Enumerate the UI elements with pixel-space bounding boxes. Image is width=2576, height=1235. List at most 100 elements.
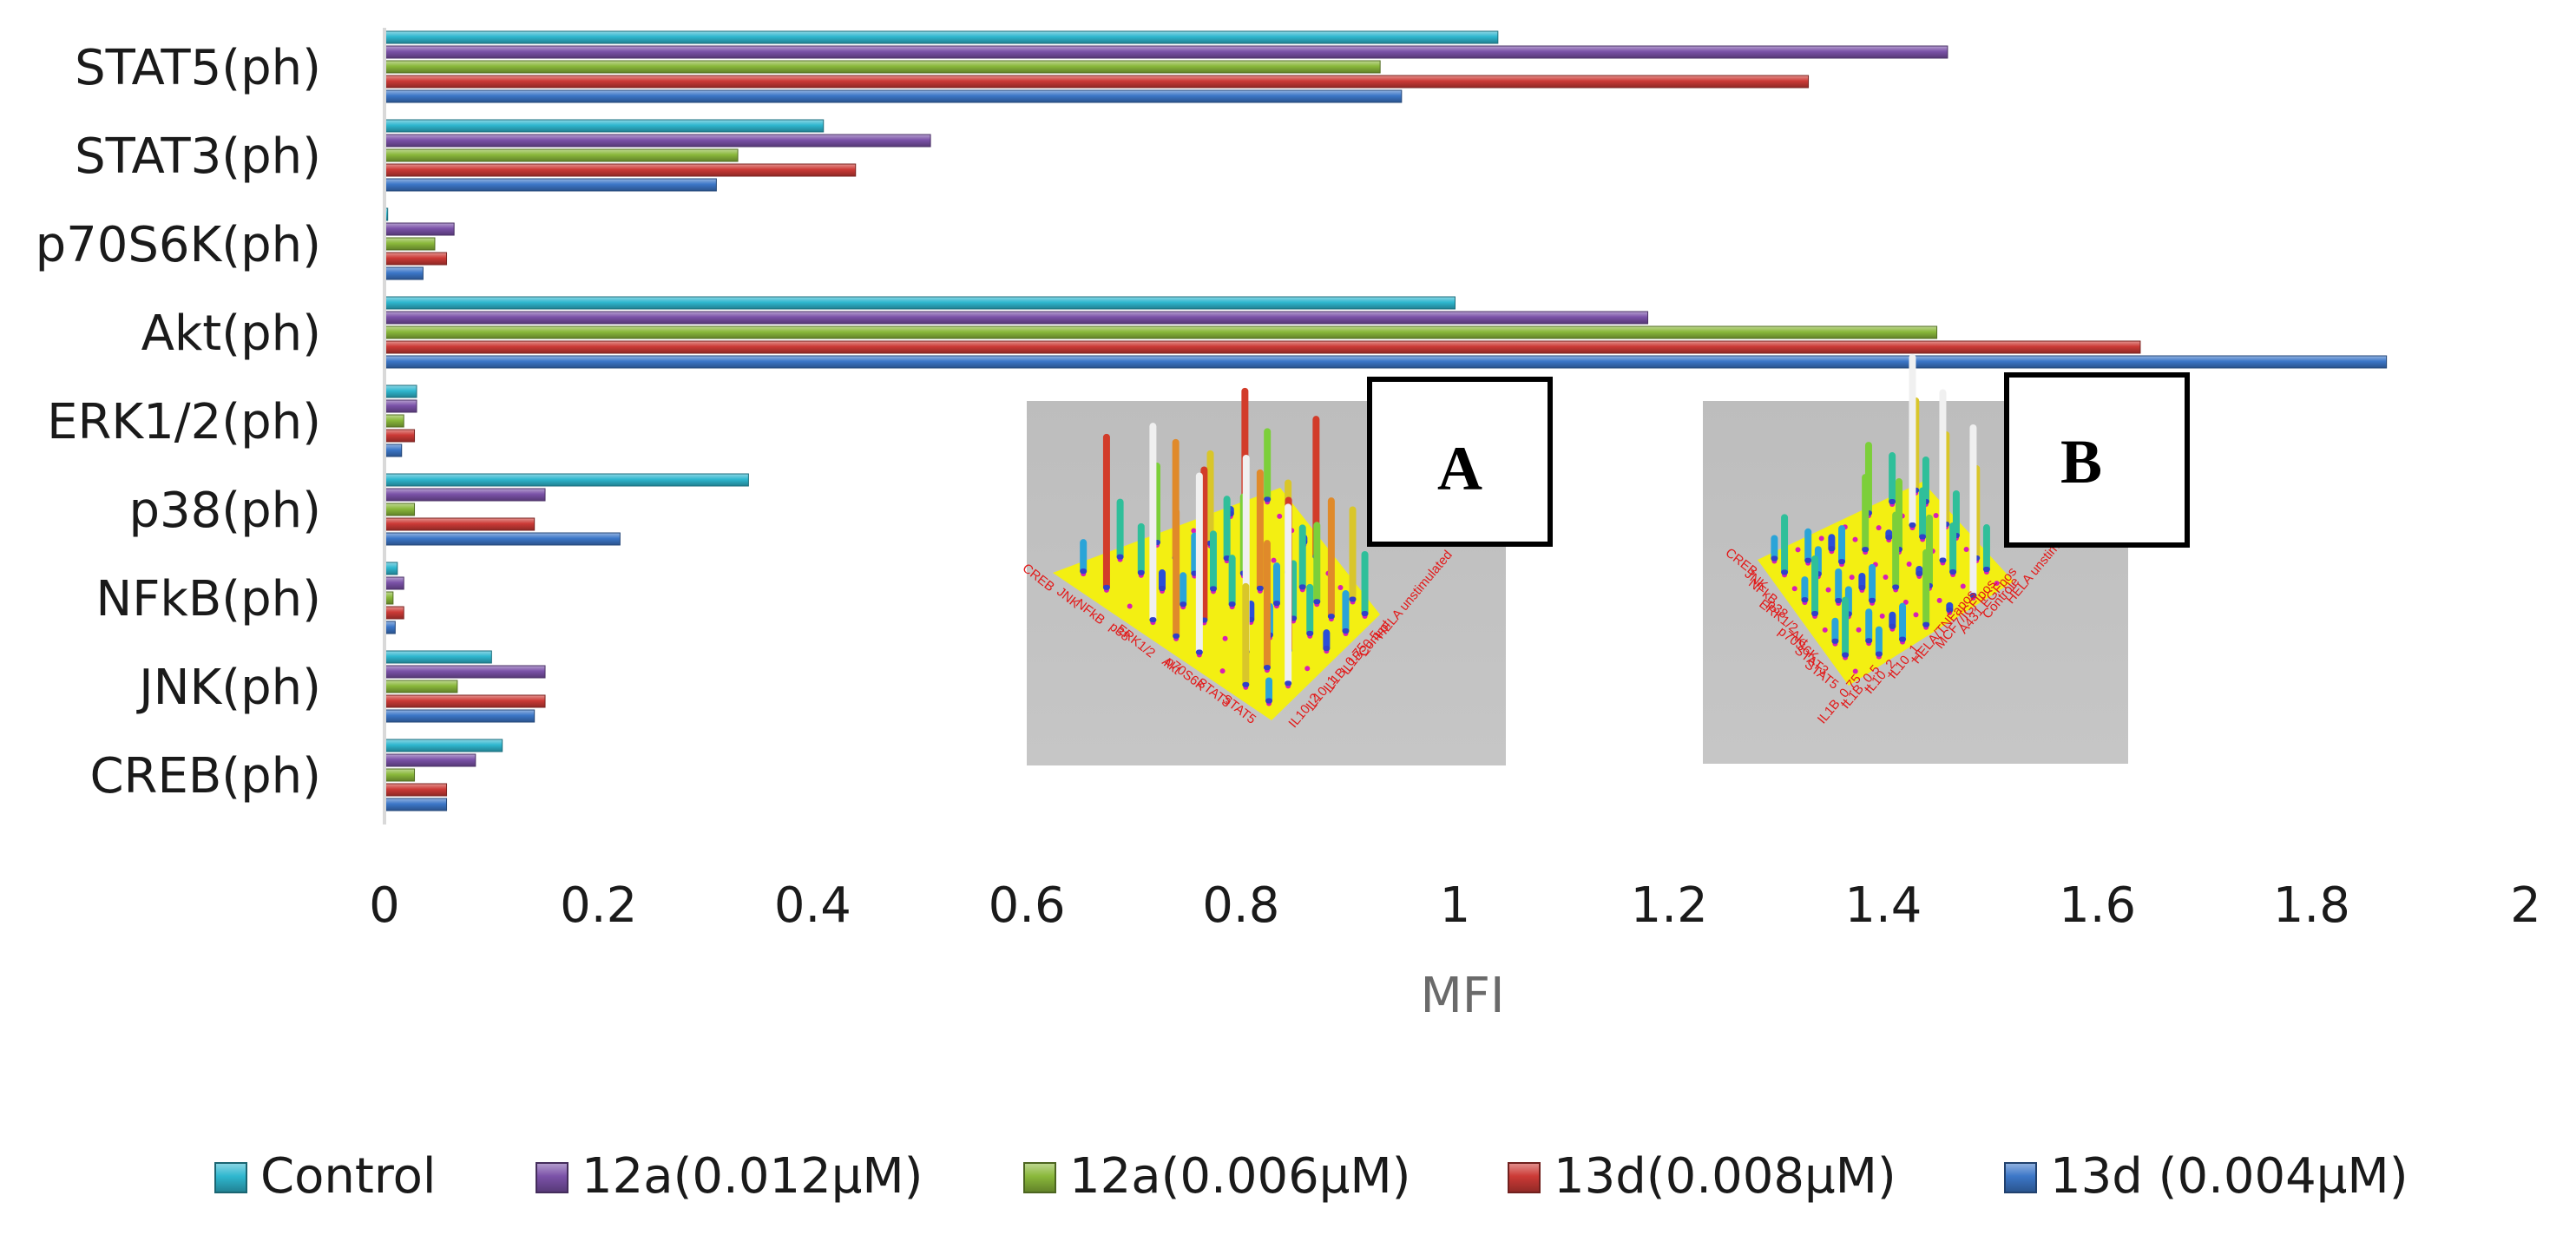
- bar-p38-ph-13d-0-004-m: [384, 532, 621, 546]
- inset-a-spike-base: [1080, 568, 1088, 575]
- category-label-p38-ph: p38(ph): [128, 483, 321, 539]
- inset-b-dot: [1883, 575, 1889, 580]
- inset-a-spike-base: [1149, 617, 1157, 623]
- inset-b-spike-base: [1922, 621, 1930, 627]
- bar-stat3-ph-13d-0-004-m: [384, 178, 717, 192]
- inset-a-dot: [1222, 635, 1228, 641]
- bar-jnk-ph-13d-0-004-m: [384, 709, 536, 723]
- bar-creb-ph-12a-0-012-m: [384, 753, 476, 767]
- category-label-nfkb-ph: NFkB(ph): [95, 571, 321, 627]
- inset-a-spike-base: [1361, 610, 1369, 616]
- inset-a-spike-base: [1323, 646, 1331, 652]
- inset-b-spike: [1838, 525, 1846, 565]
- category-label-akt-ph: Akt(ph): [141, 305, 321, 362]
- inset-a-dot: [1277, 513, 1283, 519]
- x-axis-ticks: 0 0.2 0.4 0.6 0.8 1 1.2 1.4 1.6 1.8 2: [369, 877, 2541, 934]
- inset-a-spike-base: [1102, 584, 1110, 590]
- bar-p38-ph-12a-0-006-m: [384, 503, 416, 516]
- bar-stat5-ph-13d-0-008-m: [384, 75, 1810, 89]
- legend-swatch-12a-0-012-m: [536, 1162, 568, 1193]
- inset-b-dot: [1933, 512, 1939, 518]
- inset-b-spike-base: [1865, 638, 1873, 644]
- inset-b-dot: [1902, 599, 1909, 605]
- bar-jnk-ph-13d-0-008-m: [384, 694, 546, 708]
- inset-b-spike: [1771, 535, 1778, 562]
- inset-a-spike: [1080, 539, 1088, 575]
- inset-a-dot: [1219, 668, 1226, 674]
- inset-a-spike: [1195, 472, 1203, 655]
- inset-b-spike: [1831, 617, 1839, 644]
- inset-b-spike-base: [1892, 584, 1900, 590]
- inset-a-spike: [1306, 583, 1314, 636]
- inset-b-dot: [1852, 536, 1858, 542]
- inset-b-dot: [1963, 547, 1969, 553]
- bar-jnk-ph-12a-0-006-m: [384, 680, 458, 693]
- bar-erk1-2-ph-13d-0-004-m: [384, 443, 403, 457]
- inset-a-dot: [1304, 666, 1311, 672]
- inset-a-spike-base: [1173, 633, 1180, 639]
- inset-b-spike-base: [1875, 651, 1883, 657]
- bar-p38-ph-control: [384, 473, 749, 487]
- x-tick-label-1-4: 1.4: [1844, 877, 1922, 934]
- bar-stat3-ph-12a-0-006-m: [384, 148, 739, 162]
- inset-a-spike-base: [1228, 601, 1236, 608]
- inset-b-spike-base: [1919, 534, 1927, 540]
- inset-a-spike: [1264, 428, 1272, 503]
- inset-a-dot: [1127, 603, 1133, 609]
- inset-a-spike: [1256, 469, 1264, 591]
- inset-b-dot: [1994, 581, 2000, 587]
- inset-b-3d-plot: CREBJNKNFkBp38ERK1/2Aktp70S6KSTAT3STAT5 …: [1703, 354, 2190, 764]
- inset-a-spike: [1149, 423, 1157, 623]
- bar-creb-ph-13d-0-008-m: [384, 783, 448, 797]
- bar-stat5-ph-13d-0-004-m: [384, 89, 1403, 103]
- inset-a-spike-base: [1306, 630, 1314, 636]
- inset-a-dot: [1191, 528, 1197, 534]
- inset-a-spike: [1313, 522, 1321, 605]
- legend: Control 12a(0.012μM) 12a(0.006μM) 13d(0.008…: [214, 1148, 2408, 1205]
- inset-b-spike: [1781, 514, 1789, 575]
- inset-a-spike-base: [1285, 680, 1292, 686]
- inset-b-dot: [1795, 547, 1801, 553]
- inset-b-dot: [1791, 586, 1797, 592]
- category-label-p70s6k-ph: p70S6K(ph): [36, 217, 321, 273]
- inset-b-spike: [1842, 596, 1850, 658]
- bar-stat5-ph-12a-0-006-m: [384, 60, 1381, 74]
- bar-akt-ph-13d-0-004-m: [384, 355, 2388, 369]
- x-tick-label-1-2: 1.2: [1631, 877, 1708, 934]
- bar-erk1-2-ph-control: [384, 384, 417, 398]
- bar-creb-ph-12a-0-006-m: [384, 768, 416, 782]
- inset-b-spike-base: [1939, 557, 1947, 563]
- legend-label-12a-0-012-m: 12a(0.012μM): [582, 1148, 923, 1205]
- inset-b-spike-base: [1811, 611, 1819, 616]
- inset-b-dot: [1876, 525, 1882, 531]
- inset-b-spike-base: [1969, 592, 1977, 598]
- inset-b-dot: [1856, 627, 1862, 633]
- inset-a-dot: [1271, 557, 1277, 563]
- legend-label-12a-0-006-m: 12a(0.006μM): [1069, 1148, 1411, 1205]
- inset-a-spike-base: [1242, 681, 1250, 687]
- bar-p38-ph-13d-0-008-m: [384, 517, 536, 531]
- inset-b-letter: B: [2060, 427, 2102, 496]
- inset-a-3d-plot: CREBJNKNFkBp38ERK1/2Aktp70S6KSTAT3STAT5 …: [1020, 377, 1553, 765]
- inset-b-spike: [1949, 522, 1957, 575]
- inset-a-letter-box: [1367, 377, 1553, 547]
- inset-a-spike: [1180, 572, 1187, 608]
- inset-b-dot: [1849, 575, 1855, 581]
- bar-creb-ph-13d-0-004-m: [384, 798, 448, 811]
- inset-a-spike: [1206, 450, 1214, 546]
- legend-label-control: Control: [260, 1148, 436, 1205]
- x-tick-label-1-6: 1.6: [2059, 877, 2136, 934]
- x-tick-label-2: 2: [2510, 877, 2541, 934]
- inset-a-spike-base: [1180, 601, 1187, 608]
- inset-b-spike-base: [1858, 585, 1866, 590]
- inset-a-spike-base: [1263, 665, 1271, 671]
- inset-b-spike: [1801, 576, 1809, 603]
- inset-b-spike-base: [1949, 568, 1957, 575]
- inset-b-spike: [1982, 524, 1990, 573]
- inset-b-dot: [1960, 583, 1966, 589]
- category-label-stat5-ph: STAT5(ph): [75, 40, 321, 96]
- inset-a-spike: [1209, 530, 1217, 592]
- bars-layer: [384, 30, 2388, 811]
- inset-b-spike: [1804, 528, 1812, 563]
- bar-akt-ph-12a-0-012-m: [384, 311, 1649, 325]
